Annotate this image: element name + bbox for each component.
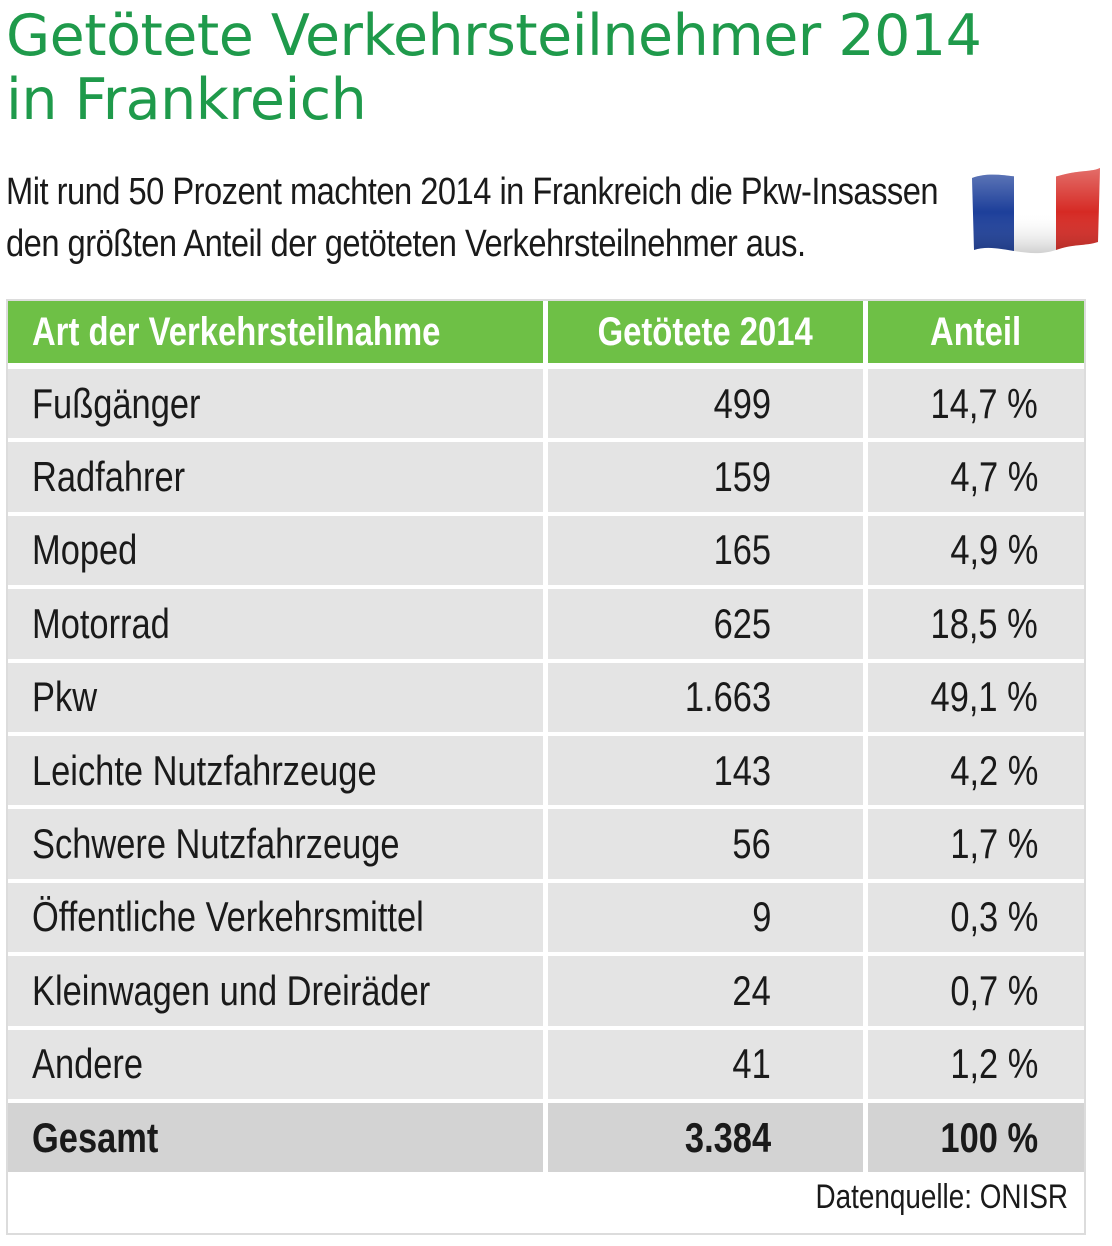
data-table: Art der Verkehrsteilnahme Getötete 2014 An… — [6, 299, 1086, 1235]
row-label: Schwere Nutzfahrzeuge — [8, 809, 543, 879]
row-count-text: 165 — [713, 526, 771, 574]
row-label-text: Radfahrer — [32, 453, 186, 501]
row-count-text: 41 — [732, 1040, 771, 1088]
row-count: 499 — [548, 369, 863, 439]
row-count-text: 9 — [751, 893, 771, 941]
row-share-text: 0,7 % — [949, 966, 1038, 1014]
row-count-text: 159 — [713, 453, 771, 501]
subtitle-line-2: den größten Anteil der getöteten Verkehr… — [6, 223, 806, 265]
header-getoetete-text: Getötete 2014 — [597, 309, 814, 354]
header-anteil: Anteil — [868, 301, 1084, 363]
data-source: Datenquelle: ONISR — [760, 1178, 1068, 1217]
header-getoetete: Getötete 2014 — [548, 301, 863, 363]
row-label: Moped — [8, 515, 543, 586]
row-share-text: 4,9 % — [949, 526, 1038, 574]
row-share-text: 18,5 % — [930, 599, 1038, 647]
header-art-text: Art der Verkehrsteilnahme — [32, 309, 441, 354]
row-label: Andere — [8, 1029, 543, 1099]
row-count-text: 1.663 — [684, 673, 771, 721]
row-label-text: Öffentliche Verkehrsmittel — [32, 893, 424, 941]
row-count: 625 — [548, 589, 863, 659]
chart-subtitle: Mit rund 50 Prozent machten 2014 in Fran… — [6, 166, 956, 270]
row-count-text: 625 — [713, 599, 771, 647]
row-label: Kleinwagen und Dreiräder — [8, 956, 543, 1026]
row-count-text: 499 — [713, 379, 771, 427]
france-flag-icon — [972, 168, 1100, 254]
row-share-text: 0,3 % — [949, 893, 1038, 941]
row-count-text: 56 — [732, 820, 771, 868]
subtitle-line-1: Mit rund 50 Prozent machten 2014 in Fran… — [6, 171, 939, 213]
row-share: 18,5 % — [868, 589, 1084, 659]
row-share: 4,9 % — [868, 515, 1084, 586]
row-label-text: Moped — [32, 526, 138, 574]
header-anteil-text: Anteil — [930, 309, 1022, 354]
row-share-text: 4,7 % — [949, 453, 1038, 501]
row-count: 56 — [548, 809, 863, 879]
row-share: 49,1 % — [868, 662, 1084, 732]
title-line-1: Getötete Verkehrsteilnehmer 2014 — [6, 3, 982, 69]
row-label-text: Pkw — [32, 673, 98, 721]
row-count: 9 — [548, 882, 863, 953]
chart-title: Getötete Verkehrsteilnehmer 2014 in Fran… — [6, 3, 982, 133]
title-line-2: in Frankreich — [6, 67, 367, 133]
row-label-text: Andere — [32, 1040, 144, 1088]
row-count: 24 — [548, 956, 863, 1026]
row-label: Motorrad — [8, 589, 543, 659]
row-label: Leichte Nutzfahrzeuge — [8, 736, 543, 806]
row-count-text: 24 — [732, 966, 771, 1014]
row-share: 0,7 % — [868, 956, 1084, 1026]
header-art: Art der Verkehrsteilnahme — [8, 301, 543, 363]
total-count-text: 3.384 — [684, 1113, 771, 1161]
total-label: Gesamt — [8, 1103, 543, 1173]
row-count: 1.663 — [548, 662, 863, 732]
row-count-text: 143 — [713, 746, 771, 794]
row-share-text: 4,2 % — [949, 746, 1038, 794]
row-count: 41 — [548, 1029, 863, 1099]
data-source-text: Datenquelle: ONISR — [815, 1178, 1068, 1216]
total-share-text: 100 % — [940, 1113, 1038, 1161]
row-share: 4,7 % — [868, 442, 1084, 512]
row-label-text: Kleinwagen und Dreiräder — [32, 966, 431, 1014]
row-share: 1,7 % — [868, 809, 1084, 879]
row-count: 165 — [548, 515, 863, 586]
row-count: 143 — [548, 736, 863, 806]
total-label-text: Gesamt — [32, 1113, 159, 1161]
row-label: Fußgänger — [8, 369, 543, 439]
row-label-text: Schwere Nutzfahrzeuge — [32, 820, 400, 868]
row-share: 4,2 % — [868, 736, 1084, 806]
row-label-text: Motorrad — [32, 599, 170, 647]
row-share: 0,3 % — [868, 882, 1084, 953]
total-count: 3.384 — [548, 1103, 863, 1173]
row-share: 1,2 % — [868, 1029, 1084, 1099]
row-share: 14,7 % — [868, 369, 1084, 439]
row-share-text: 1,7 % — [949, 820, 1038, 868]
total-share: 100 % — [868, 1103, 1084, 1173]
row-share-text: 14,7 % — [930, 379, 1038, 427]
row-label-text: Leichte Nutzfahrzeuge — [32, 746, 377, 794]
row-label: Radfahrer — [8, 442, 543, 512]
row-share-text: 1,2 % — [949, 1040, 1038, 1088]
row-label: Pkw — [8, 662, 543, 732]
row-share-text: 49,1 % — [930, 673, 1038, 721]
row-label: Öffentliche Verkehrsmittel — [8, 882, 543, 953]
row-label-text: Fußgänger — [32, 379, 201, 427]
row-count: 159 — [548, 442, 863, 512]
